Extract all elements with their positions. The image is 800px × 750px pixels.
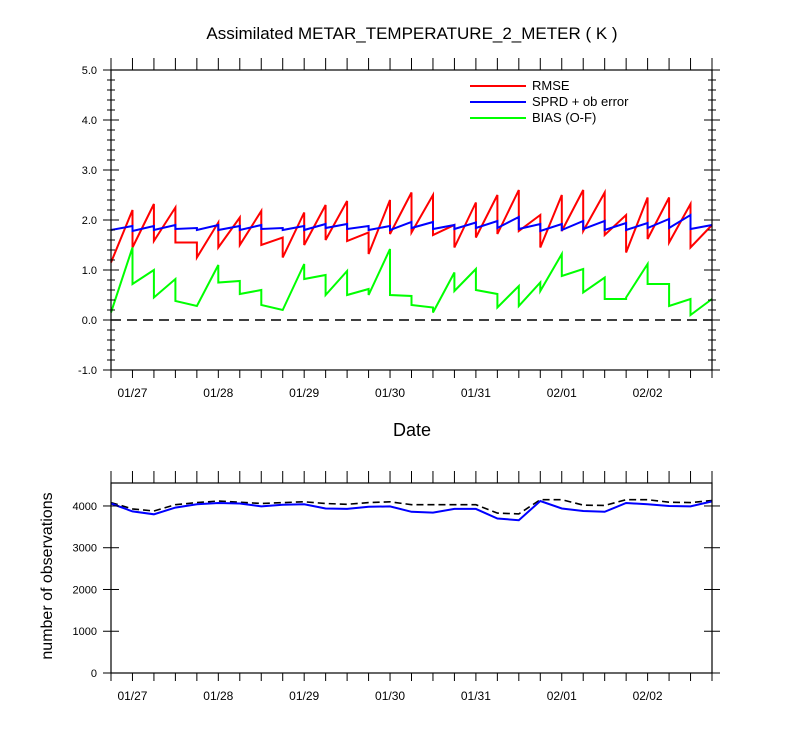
x-tick-label: 02/01 <box>547 386 577 400</box>
y-tick-label: 4.0 <box>82 115 97 127</box>
series-line-sprd-ob-error <box>110 213 713 233</box>
y-tick-label: 3.0 <box>82 165 97 177</box>
y-tick-label: 5.0 <box>82 65 97 77</box>
x-tick-label: 01/30 <box>375 689 405 703</box>
x-tick-label: 02/02 <box>633 386 663 400</box>
x-axis-label: Date <box>393 420 431 440</box>
legend-label: SPRD + ob error <box>532 94 629 109</box>
y-tick-label: 1000 <box>73 626 97 638</box>
bottom-axes: 01/27 01/28 01/29 01/30 01/31 02/01 02/02 0 1000… <box>73 471 720 703</box>
x-tick-label: 01/30 <box>375 386 405 400</box>
y-tick-label: 2000 <box>73 584 97 596</box>
legend-label: BIAS (O-F) <box>532 110 596 125</box>
y-tick-label: 0 <box>91 668 97 680</box>
legend-label: RMSE <box>532 78 570 93</box>
chart-title: Assimilated METAR_TEMPERATURE_2_METER ( … <box>206 24 617 43</box>
y-tick-label: 4000 <box>73 501 97 513</box>
y-tick-label: 0.0 <box>82 315 97 327</box>
x-tick-label: 01/31 <box>461 689 491 703</box>
x-tick-label: 01/27 <box>117 386 147 400</box>
x-tick-label: 01/29 <box>289 689 319 703</box>
x-tick-label: 01/29 <box>289 386 319 400</box>
series-line-bias-o-f <box>110 247 713 317</box>
series-line-series-1 <box>110 499 713 522</box>
x-tick-label: 02/02 <box>633 689 663 703</box>
x-tick-label: 02/01 <box>547 689 577 703</box>
top-chart-panel: Assimilated METAR_TEMPERATURE_2_METER ( … <box>78 24 720 440</box>
x-tick-label: 01/28 <box>203 689 233 703</box>
y-tick-label: 2.0 <box>82 215 97 227</box>
x-tick-label: 01/28 <box>203 386 233 400</box>
y-tick-label: 1.0 <box>82 265 97 277</box>
x-tick-label: 01/31 <box>461 386 491 400</box>
bottom-chart-panel: 01/27 01/28 01/29 01/30 01/31 02/01 02/02 0 1000… <box>39 471 720 703</box>
top-plot-area <box>110 188 713 321</box>
y-tick-label: 3000 <box>73 543 97 555</box>
y-tick-label: -1.0 <box>78 365 97 377</box>
x-tick-label: 01/27 <box>117 689 147 703</box>
y-axis-label: number of observations <box>39 492 56 659</box>
series-line-series-0 <box>110 498 713 515</box>
bottom-plot-area <box>110 498 713 522</box>
top-axes: 01/27 01/28 01/29 01/30 01/31 02/01 02/02 -1.0 0… <box>78 58 720 400</box>
